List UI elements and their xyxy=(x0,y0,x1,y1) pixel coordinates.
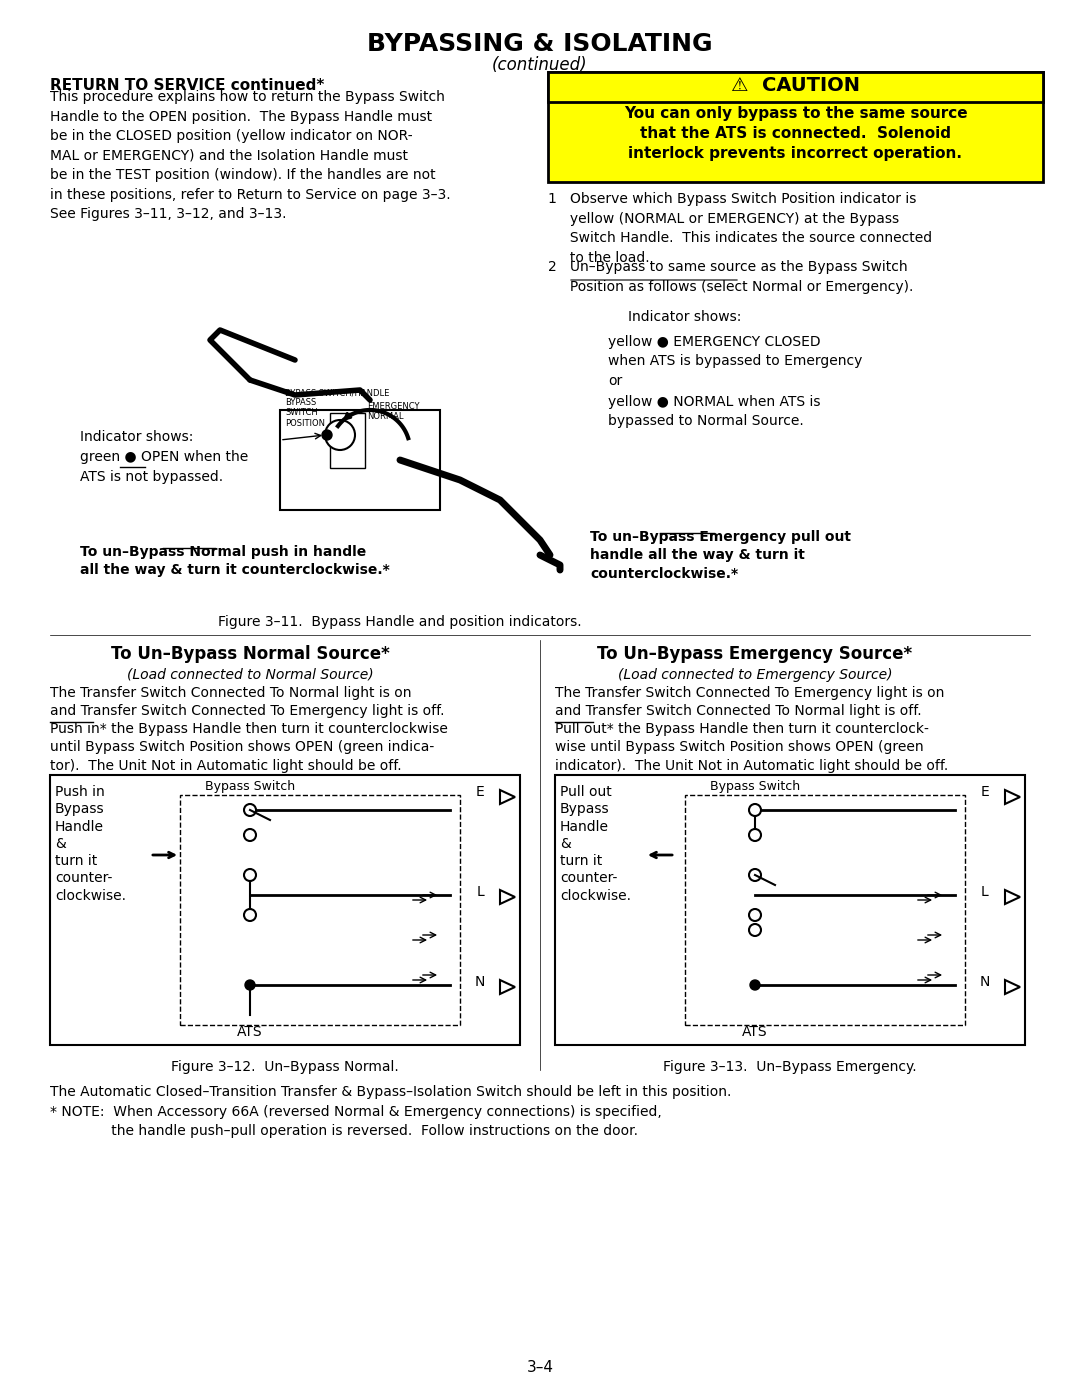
Text: To Un–Bypass Normal Source*: To Un–Bypass Normal Source* xyxy=(110,645,390,664)
Circle shape xyxy=(244,909,256,921)
Text: (Load connected to Emergency Source): (Load connected to Emergency Source) xyxy=(618,668,892,682)
Text: To un–Bypass Normal push in handle
all the way & turn it counterclockwise.*: To un–Bypass Normal push in handle all t… xyxy=(80,545,390,577)
Bar xyxy=(50,775,519,1045)
Text: L: L xyxy=(476,886,484,900)
Bar xyxy=(685,795,966,1025)
Polygon shape xyxy=(1005,890,1020,904)
Polygon shape xyxy=(1005,789,1020,805)
Polygon shape xyxy=(500,981,515,995)
Text: To Un–Bypass Emergency Source*: To Un–Bypass Emergency Source* xyxy=(597,645,913,664)
Text: ATS: ATS xyxy=(742,1025,768,1039)
FancyBboxPatch shape xyxy=(548,73,1043,182)
Circle shape xyxy=(244,805,256,816)
Text: green ● OPEN when the
ATS is not bypassed.: green ● OPEN when the ATS is not bypasse… xyxy=(80,450,248,483)
Circle shape xyxy=(750,828,761,841)
Polygon shape xyxy=(1005,981,1020,995)
Text: Indicator shows:: Indicator shows: xyxy=(80,430,193,444)
Text: * NOTE:  When Accessory 66A (reversed Normal & Emergency connections) is specifi: * NOTE: When Accessory 66A (reversed Nor… xyxy=(50,1105,662,1139)
Text: Bypass Switch: Bypass Switch xyxy=(205,780,295,793)
Text: To un–Bypass Emergency pull out
handle all the way & turn it
counterclockwise.*: To un–Bypass Emergency pull out handle a… xyxy=(590,529,851,581)
Text: L: L xyxy=(981,886,989,900)
Text: N: N xyxy=(475,975,485,989)
Circle shape xyxy=(750,923,761,936)
Circle shape xyxy=(244,869,256,882)
Text: Figure 3–12.  Un–Bypass Normal.: Figure 3–12. Un–Bypass Normal. xyxy=(171,1060,399,1074)
Circle shape xyxy=(322,430,332,440)
Polygon shape xyxy=(500,789,515,805)
Text: Pull out
Bypass
Handle
&
turn it
counter-
clockwise.: Pull out Bypass Handle & turn it counter… xyxy=(561,785,631,902)
Text: Figure 3–11.  Bypass Handle and position indicators.: Figure 3–11. Bypass Handle and position … xyxy=(218,615,582,629)
Text: The Transfer Switch Connected To Normal light is on
and Transfer Switch Connecte: The Transfer Switch Connected To Normal … xyxy=(50,686,445,718)
Circle shape xyxy=(750,981,760,990)
Bar xyxy=(555,775,1025,1045)
Circle shape xyxy=(750,869,761,882)
Text: 2   Un–Bypass to same source as the Bypass Switch
     Position as follows (sele: 2 Un–Bypass to same source as the Bypass… xyxy=(548,260,914,293)
Text: (Load connected to Normal Source): (Load connected to Normal Source) xyxy=(126,668,374,682)
Text: ATS: ATS xyxy=(238,1025,262,1039)
Text: 3–4: 3–4 xyxy=(527,1361,554,1375)
Text: This procedure explains how to return the Bypass Switch
Handle to the OPEN posit: This procedure explains how to return th… xyxy=(50,89,450,221)
Text: BYPASS
SWITCH
POSITION: BYPASS SWITCH POSITION xyxy=(285,398,325,427)
Bar xyxy=(330,414,365,468)
Text: (continued): (continued) xyxy=(492,56,588,74)
Text: N: N xyxy=(980,975,990,989)
Text: 1   Observe which Bypass Switch Position indicator is
     yellow (NORMAL or EME: 1 Observe which Bypass Switch Position i… xyxy=(548,191,932,264)
Text: yellow ● EMERGENCY CLOSED
when ATS is bypassed to Emergency
or: yellow ● EMERGENCY CLOSED when ATS is by… xyxy=(608,335,862,388)
Circle shape xyxy=(750,909,761,921)
Text: ⚠  CAUTION: ⚠ CAUTION xyxy=(731,75,860,95)
Polygon shape xyxy=(500,890,515,904)
Circle shape xyxy=(244,828,256,841)
Text: Push in
Bypass
Handle
&
turn it
counter-
clockwise.: Push in Bypass Handle & turn it counter-… xyxy=(55,785,126,902)
Text: BYPASS SWITCH/HANDLE: BYPASS SWITCH/HANDLE xyxy=(285,388,390,397)
Text: The Automatic Closed–Transition Transfer & Bypass–Isolation Switch should be lef: The Automatic Closed–Transition Transfer… xyxy=(50,1085,731,1099)
Text: The Transfer Switch Connected To Emergency light is on
and Transfer Switch Conne: The Transfer Switch Connected To Emergen… xyxy=(555,686,944,718)
FancyBboxPatch shape xyxy=(548,73,1043,102)
Text: yellow ● NORMAL when ATS is
bypassed to Normal Source.: yellow ● NORMAL when ATS is bypassed to … xyxy=(608,395,821,429)
Text: You can only bypass to the same source
that the ATS is connected.  Solenoid
inte: You can only bypass to the same source t… xyxy=(623,106,968,161)
Text: E: E xyxy=(981,785,989,799)
Circle shape xyxy=(325,420,355,450)
Circle shape xyxy=(245,981,255,990)
Bar xyxy=(180,795,460,1025)
Bar xyxy=(280,409,440,510)
Text: Pull out* the Bypass Handle then turn it counterclock-
wise until Bypass Switch : Pull out* the Bypass Handle then turn it… xyxy=(555,722,948,773)
Text: EMERGENCY
NORMAL: EMERGENCY NORMAL xyxy=(367,402,419,422)
Text: E: E xyxy=(475,785,484,799)
Text: Figure 3–13.  Un–Bypass Emergency.: Figure 3–13. Un–Bypass Emergency. xyxy=(663,1060,917,1074)
Text: RETURN TO SERVICE continued*: RETURN TO SERVICE continued* xyxy=(50,78,324,94)
Text: Bypass Switch: Bypass Switch xyxy=(710,780,800,793)
Text: BYPASSING & ISOLATING: BYPASSING & ISOLATING xyxy=(367,32,713,56)
Circle shape xyxy=(750,805,761,816)
Text: Indicator shows:: Indicator shows: xyxy=(627,310,741,324)
Text: Push in* the Bypass Handle then turn it counterclockwise
until Bypass Switch Pos: Push in* the Bypass Handle then turn it … xyxy=(50,722,448,773)
